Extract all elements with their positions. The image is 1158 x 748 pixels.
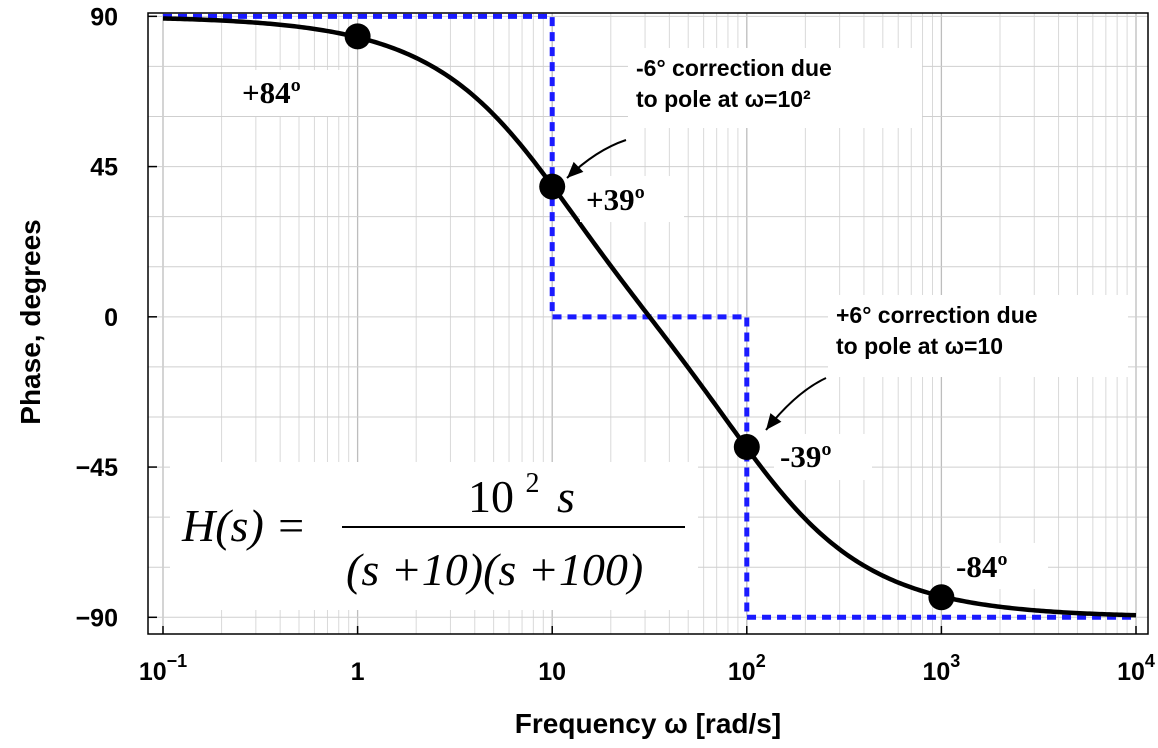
annotation-line: to pole at ω=10 bbox=[836, 333, 1003, 359]
x-tick-label: 10 bbox=[538, 658, 566, 686]
y-tick-label: 0 bbox=[104, 304, 118, 332]
exact-phase-curve bbox=[162, 16, 1137, 618]
x-tick-label: 10−1 bbox=[139, 651, 187, 686]
phase-marker-point bbox=[733, 434, 760, 461]
marker-label-background bbox=[950, 543, 1048, 589]
formula-denominator: (s +10)(s +100) bbox=[346, 544, 643, 595]
formula-lhs: H(s) = bbox=[181, 500, 306, 551]
annotation-layer: -6° correction due to pole at ω=10² +6° co… bbox=[566, 48, 1128, 431]
formula-numerator-exponent: 2 bbox=[526, 468, 540, 499]
marker-label-background bbox=[236, 70, 340, 116]
x-tick-label-base: 1 bbox=[351, 658, 365, 686]
x-tick-label-exponent: 4 bbox=[1145, 651, 1155, 671]
annotation-box bbox=[828, 295, 1128, 377]
annotation-line: to pole at ω=10² bbox=[636, 86, 811, 112]
formula-numerator: 10 2 s bbox=[468, 451, 575, 522]
x-tick-label: 1 bbox=[351, 658, 365, 686]
y-tick-label: −90 bbox=[76, 604, 118, 632]
y-tick-label: 90 bbox=[90, 3, 118, 31]
y-tick-label: 45 bbox=[90, 154, 118, 182]
plot-frame bbox=[147, 12, 1149, 635]
annotation-box bbox=[628, 48, 922, 128]
marker-value-label: -39º bbox=[780, 439, 832, 474]
x-tick-label-base: 10 bbox=[538, 658, 566, 686]
x-tick-label: 104 bbox=[1117, 651, 1155, 686]
formula-numerator-base: 10 bbox=[468, 471, 514, 522]
annotation-line: +6° correction due bbox=[836, 302, 1038, 328]
x-tick-label-base: 10 bbox=[1117, 658, 1145, 686]
x-tick-label-base: 10 bbox=[139, 658, 167, 686]
marker-value-label: +39º bbox=[586, 182, 645, 217]
x-tick-label-base: 10 bbox=[922, 658, 950, 686]
marker-label-background bbox=[774, 434, 872, 480]
curve-layer bbox=[162, 16, 1137, 618]
x-tick-label: 103 bbox=[922, 651, 960, 686]
annotation-text: +6° correction due to pole at ω=10 bbox=[836, 302, 1038, 359]
marker-value-label: -84º bbox=[956, 549, 1008, 584]
x-tick-label: 102 bbox=[728, 651, 766, 686]
phase-marker-point bbox=[344, 23, 371, 50]
x-axis-title: Frequency ω [rad/s] bbox=[515, 708, 781, 739]
marker-layer: +84º +39º -39º -84º bbox=[236, 23, 1048, 611]
x-tick-label-exponent: −1 bbox=[167, 651, 188, 671]
annotation-text: -6° correction due to pole at ω=10² bbox=[636, 55, 832, 112]
phase-marker-point bbox=[928, 584, 955, 611]
formula-background bbox=[170, 462, 698, 610]
transfer-function-formula: H(s) = 10 2 s (s +10)(s +100) bbox=[170, 451, 698, 610]
x-tick-label-exponent: 2 bbox=[756, 651, 766, 671]
annotation-line: -6° correction due bbox=[636, 55, 832, 81]
y-tick-label: −45 bbox=[76, 454, 119, 482]
x-tick-label-base: 10 bbox=[728, 658, 756, 686]
marker-value-label: +84º bbox=[242, 75, 301, 110]
annotation-arrowhead bbox=[766, 413, 782, 430]
phase-marker-point bbox=[539, 173, 566, 200]
x-tick-label-exponent: 3 bbox=[950, 651, 960, 671]
y-axis-title: Phase, degrees bbox=[15, 219, 46, 424]
marker-label-background bbox=[580, 176, 684, 222]
formula-numerator-variable: s bbox=[557, 471, 575, 522]
annotation-arrowhead bbox=[567, 161, 584, 178]
